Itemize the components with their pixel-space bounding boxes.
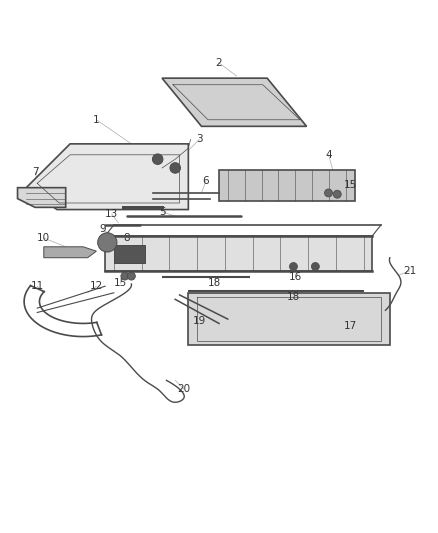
Text: 5: 5 xyxy=(159,207,166,217)
Text: 15: 15 xyxy=(114,278,127,288)
Polygon shape xyxy=(18,188,66,207)
Polygon shape xyxy=(188,293,390,345)
Text: 7: 7 xyxy=(32,167,39,177)
Text: 12: 12 xyxy=(90,281,103,291)
Circle shape xyxy=(121,272,129,280)
Text: 13: 13 xyxy=(105,209,118,219)
Polygon shape xyxy=(219,170,355,201)
Text: 18: 18 xyxy=(208,278,221,288)
Text: 20: 20 xyxy=(177,384,191,394)
Circle shape xyxy=(127,272,135,280)
Text: 6: 6 xyxy=(202,176,209,186)
Circle shape xyxy=(311,263,319,270)
Bar xyxy=(114,246,145,263)
Text: 11: 11 xyxy=(31,281,44,291)
Circle shape xyxy=(170,163,180,173)
Polygon shape xyxy=(26,144,188,209)
Text: 17: 17 xyxy=(344,321,357,330)
Text: 19: 19 xyxy=(193,316,206,326)
Circle shape xyxy=(325,189,332,197)
Circle shape xyxy=(152,154,163,165)
Polygon shape xyxy=(162,78,307,126)
Text: 4: 4 xyxy=(325,150,332,160)
Text: 16: 16 xyxy=(289,272,302,282)
Text: 1: 1 xyxy=(93,115,100,125)
Text: 3: 3 xyxy=(196,134,203,144)
Circle shape xyxy=(290,263,297,270)
Text: 21: 21 xyxy=(403,266,416,276)
Polygon shape xyxy=(105,236,372,271)
Text: 18: 18 xyxy=(287,292,300,302)
Text: 8: 8 xyxy=(124,233,131,243)
Circle shape xyxy=(333,190,341,198)
Text: 2: 2 xyxy=(215,58,223,68)
Circle shape xyxy=(98,233,117,252)
Text: 9: 9 xyxy=(99,224,106,235)
Text: 10: 10 xyxy=(37,233,50,243)
Text: 15: 15 xyxy=(344,181,357,190)
Polygon shape xyxy=(44,247,96,258)
